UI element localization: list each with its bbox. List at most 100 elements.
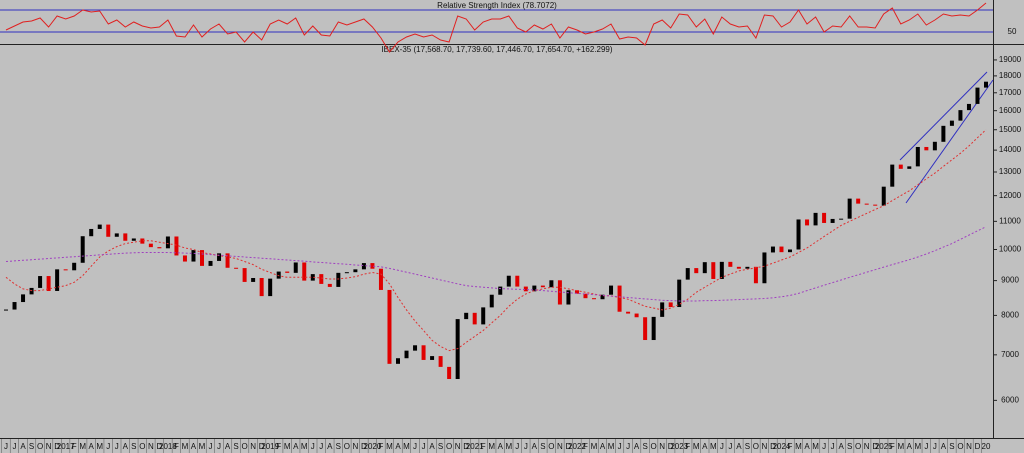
x-tick-label: 2023 [670,442,688,451]
candle [89,228,94,237]
candle [370,263,375,269]
x-tick-label: M [301,442,308,451]
x-tick-label: O [241,442,247,451]
candle [293,262,298,273]
x-tick-label: A [804,442,810,451]
candle [21,294,26,303]
x-tick-label: A [600,442,606,451]
x-tick-label: O [548,442,554,451]
y-tick-label: 12000 [999,191,1022,200]
candle [29,287,34,295]
x-tick-label: S [29,442,34,451]
x-tick-label: F [583,442,588,451]
candle [182,255,187,262]
candle [890,164,895,187]
candle [310,274,315,281]
x-tick-label: M [199,442,206,451]
x-tick-label: 2025 [875,442,893,451]
x-tick-label: A [941,442,947,451]
x-tick-label: A [532,442,538,451]
x-tick-label: F [890,442,895,451]
candle [609,285,614,295]
candle [481,307,486,325]
candle [123,233,128,241]
x-tick-label: 20 [982,442,991,451]
x-tick-label: M [897,442,904,451]
x-tick-label: F [685,442,690,451]
x-tick-label: 2024 [773,442,791,451]
candle [80,236,85,263]
candle [932,141,937,151]
x-tick-label: M [488,442,495,451]
candle [702,262,707,274]
x-tick-label: J [822,442,826,451]
candle [626,311,631,314]
candle [12,302,17,310]
candle [549,280,554,288]
candle [634,313,639,318]
candle [361,263,366,270]
x-tick-label: A [736,442,742,451]
candle [736,266,741,269]
candle [949,120,954,126]
candle [668,302,673,308]
x-tick-label: J [618,442,622,451]
candle [583,293,588,299]
x-tick-label: J [4,442,8,451]
candle [881,186,886,206]
candle [259,277,264,297]
x-tick-label: J [924,442,928,451]
x-tick-label: N [659,442,665,451]
y-tick-label: 14000 [999,145,1022,154]
x-tick-label: N [148,442,154,451]
candle [157,247,162,249]
x-tick-label: J [728,442,732,451]
x-tick-label: J [311,442,315,451]
x-tick-label: O [344,442,350,451]
candle [719,261,724,279]
candle [847,198,852,219]
x-tick-label: A [191,442,197,451]
candle [728,261,733,267]
x-tick-label: J [933,442,937,451]
x-tick-label: N [250,442,256,451]
candle [225,253,230,268]
candle [762,252,767,284]
rsi-tick-label: 50 [1008,27,1017,36]
x-tick-label: M [914,442,921,451]
x-tick-label: 2019 [261,442,279,451]
x-tick-label: N [762,442,768,451]
x-tick-label: O [957,442,963,451]
candle [234,267,239,269]
candle [268,278,273,297]
x-tick-label: F [481,442,486,451]
candle [540,285,545,288]
x-tick-label: M [812,442,819,451]
x-tick-label: M [403,442,410,451]
x-tick-label: D [668,442,674,451]
x-tick-label: A [89,442,95,451]
candle [813,212,818,226]
candle [174,236,179,256]
candle [907,166,912,169]
x-tick-label: D [872,442,878,451]
trendline-upper [899,71,988,161]
candle [251,277,256,282]
y-tick-label: 16000 [999,106,1022,115]
x-tick-label: A [907,442,913,451]
x-tick-label: O [651,442,657,451]
candle [566,290,571,305]
x-tick-label: J [319,442,323,451]
x-tick-label: J [626,442,630,451]
x-tick-label: M [608,442,615,451]
candle [779,246,784,253]
candle [353,269,358,273]
candle [46,276,51,291]
candle [242,268,247,282]
x-tick-label: D [566,442,572,451]
y-tick-label: 19000 [999,55,1022,64]
x-tick-label: A [702,442,708,451]
x-tick-label: M [710,442,717,451]
x-tick-label: S [131,442,136,451]
